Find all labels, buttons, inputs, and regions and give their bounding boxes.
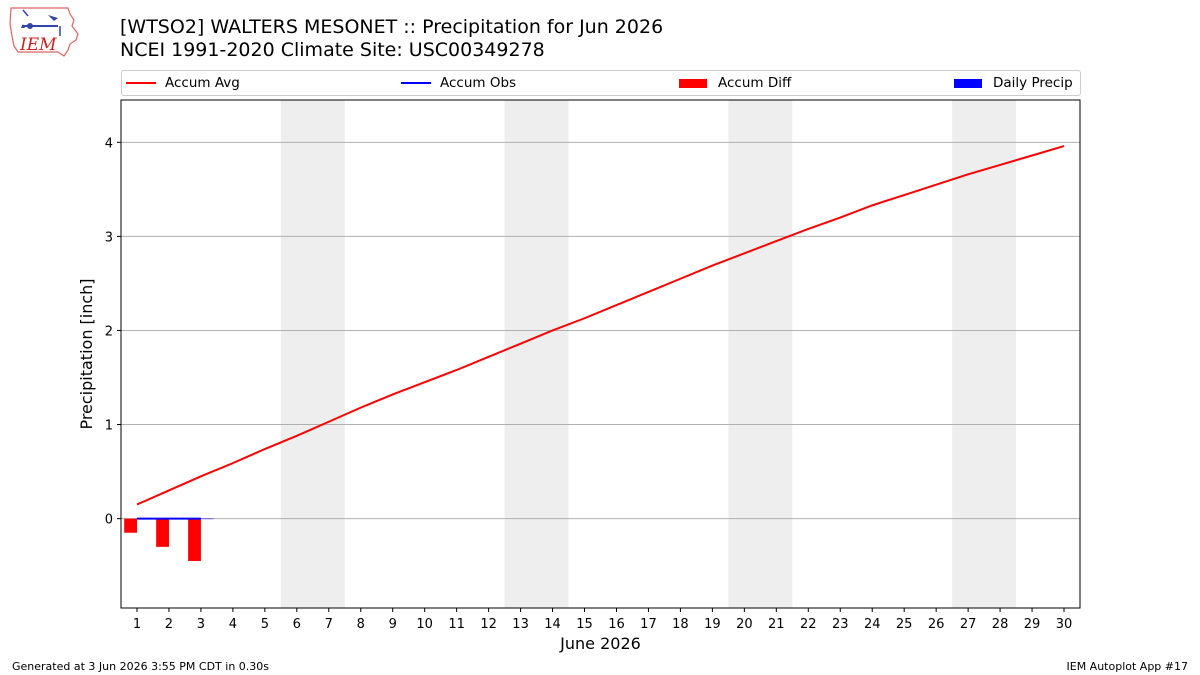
x-tick-label-28: 28 <box>992 617 1009 632</box>
y-tick-label-4: 4 <box>105 136 113 151</box>
legend-item-accum-diff: Accum Diff <box>679 71 791 95</box>
bars <box>124 518 214 561</box>
legend-label-daily-precip: Daily Precip <box>993 75 1073 91</box>
x-tick-label-1: 1 <box>133 617 141 632</box>
x-tick-label-3: 3 <box>197 617 205 632</box>
x-tick-label-10: 10 <box>416 617 433 632</box>
y-ticks: 0 1 2 3 4 <box>105 136 121 528</box>
y-grid <box>121 141 1080 520</box>
legend-item-daily-precip: Daily Precip <box>954 71 1073 95</box>
iem-logo: IEM <box>9 7 79 57</box>
legend-swatch-daily-precip <box>954 78 982 88</box>
x-tick-label-30: 30 <box>1056 617 1073 632</box>
legend-swatch-accum-obs <box>401 82 431 84</box>
x-tick-label-7: 7 <box>325 617 333 632</box>
daily-precip-bar-1 <box>136 518 150 520</box>
x-tick-label-12: 12 <box>480 617 497 632</box>
weekend-band-3 <box>728 100 793 608</box>
x-tick-label-23: 23 <box>832 617 849 632</box>
x-tick-label-5: 5 <box>261 617 269 632</box>
footer-generated: Generated at 3 Jun 2026 3:55 PM CDT in 0… <box>12 660 270 673</box>
x-tick-label-27: 27 <box>960 617 977 632</box>
x-tick-label-24: 24 <box>864 617 881 632</box>
legend-swatch-accum-diff <box>679 78 707 88</box>
y-tick-label-3: 3 <box>105 230 113 245</box>
x-tick-label-29: 29 <box>1024 617 1041 632</box>
x-tick-label-13: 13 <box>512 617 529 632</box>
accum-diff-bar-2 <box>156 518 169 547</box>
x-tick-label-2: 2 <box>165 617 173 632</box>
x-tick-label-17: 17 <box>640 617 657 632</box>
accum-avg-line <box>136 145 1065 506</box>
lines <box>136 145 1065 520</box>
x-ticks: 1 2 3 4 5 6 7 8 9 10 11 12 13 14 15 16 17 18 19 20 21 22 23 24 2… <box>133 608 1072 632</box>
plot-frame <box>120 99 1081 609</box>
accum-diff-bar-3 <box>188 518 201 561</box>
legend-item-accum-avg: Accum Avg <box>126 71 240 95</box>
daily-precip-bar-2 <box>168 518 182 520</box>
chart-subtitle: NCEI 1991-2020 Climate Site: USC00349278 <box>120 39 545 61</box>
x-tick-label-22: 22 <box>800 617 817 632</box>
accum-diff-bar-1 <box>124 518 137 533</box>
weekend-band-2 <box>504 100 569 608</box>
legend-item-accum-obs: Accum Obs <box>401 71 516 95</box>
x-tick-label-4: 4 <box>229 617 237 632</box>
weekend-shading <box>280 100 1017 608</box>
x-tick-label-14: 14 <box>544 617 561 632</box>
y-axis-label: Precipitation [inch] <box>77 278 96 429</box>
x-tick-label-19: 19 <box>704 617 721 632</box>
x-tick-label-11: 11 <box>448 617 465 632</box>
x-tick-label-26: 26 <box>928 617 945 632</box>
weekend-band-4 <box>952 100 1017 608</box>
logo-text: IEM <box>19 35 57 55</box>
y-tick-label-1: 1 <box>105 419 113 434</box>
legend: Accum Avg Accum Obs Accum Diff Daily Pre… <box>121 70 1081 96</box>
daily-precip-bar-3 <box>200 518 214 520</box>
footer-app: IEM Autoplot App #17 <box>1066 660 1189 673</box>
weekend-band-1 <box>280 100 345 608</box>
legend-swatch-accum-avg <box>126 82 156 84</box>
x-tick-label-18: 18 <box>672 617 689 632</box>
x-tick-label-15: 15 <box>576 617 593 632</box>
x-axis-label: June 2026 <box>559 634 641 653</box>
x-tick-label-8: 8 <box>357 617 365 632</box>
legend-label-accum-diff: Accum Diff <box>718 75 792 91</box>
y-tick-label-2: 2 <box>105 324 113 339</box>
x-tick-label-25: 25 <box>896 617 913 632</box>
x-tick-label-9: 9 <box>389 617 397 632</box>
x-tick-label-20: 20 <box>736 617 753 632</box>
legend-label-accum-avg: Accum Avg <box>165 75 240 91</box>
chart-title: [WTSO2] WALTERS MESONET :: Precipitation… <box>120 16 664 38</box>
x-tick-label-6: 6 <box>293 617 301 632</box>
x-tick-label-16: 16 <box>608 617 625 632</box>
legend-label-accum-obs: Accum Obs <box>440 75 517 91</box>
x-tick-label-21: 21 <box>768 617 785 632</box>
y-tick-label-0: 0 <box>105 513 113 528</box>
